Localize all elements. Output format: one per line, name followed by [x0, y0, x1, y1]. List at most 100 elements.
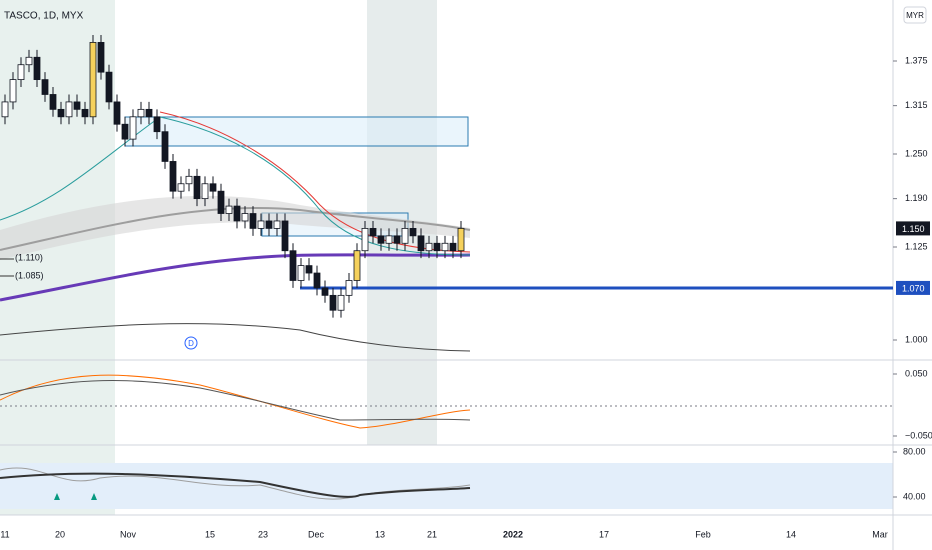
candle-body: [33, 56, 41, 80]
candle-body: [329, 294, 337, 311]
ma-cloud: [0, 195, 470, 260]
time-label: 15: [205, 529, 215, 539]
ma-purple: [0, 253, 471, 302]
rsi-band: [0, 463, 893, 509]
candle-body: [345, 280, 353, 296]
time-label: Feb: [695, 529, 711, 539]
time-label: 14: [786, 529, 796, 539]
price-badge: [896, 221, 930, 236]
level-label: (1.085): [15, 270, 44, 280]
candle-body: [145, 108, 153, 118]
candle-body: [313, 272, 321, 289]
candle-body: [369, 227, 377, 237]
candle-body: [193, 175, 201, 200]
macd-tick-label: −0.050: [905, 430, 932, 440]
candle-body: [105, 71, 113, 103]
candle-body: [393, 235, 401, 244]
candle-body: [49, 94, 57, 110]
candle-body: [409, 227, 417, 237]
price-tick-label: 1.000: [905, 334, 928, 344]
candle-body: [121, 123, 129, 140]
candle-body: [9, 79, 17, 103]
ma-grey: [0, 206, 471, 251]
dividend-label[interactable]: D: [188, 339, 194, 348]
price-tick-label: 1.375: [905, 55, 928, 65]
candle-body: [265, 220, 273, 229]
candle-body: [297, 265, 305, 281]
candle-body: [89, 42, 97, 118]
time-label: Dec: [308, 529, 325, 539]
currency-label[interactable]: MYR: [906, 11, 924, 20]
time-label: 20: [55, 529, 65, 539]
candle-body: [273, 220, 281, 229]
candle-body: [241, 213, 249, 222]
candle-body: [81, 108, 89, 118]
price-badge: [896, 280, 930, 295]
time-label: 13: [375, 529, 385, 539]
candle-body: [257, 220, 265, 229]
candle-body: [433, 242, 441, 252]
candle-body: [305, 265, 313, 274]
time-label: Nov: [120, 529, 137, 539]
time-label: 2022: [503, 529, 523, 539]
candle-body: [97, 42, 105, 73]
rsi-line: [0, 467, 471, 500]
candle-body: [233, 205, 241, 222]
candle-body: [153, 116, 161, 133]
candle-body: [385, 235, 393, 244]
signal-marker: [54, 493, 60, 500]
candle-body: [417, 235, 425, 252]
candle-body: [249, 213, 257, 229]
price-tick-label: 1.190: [905, 193, 928, 203]
candle-body: [209, 183, 217, 192]
candle-body: [321, 287, 329, 296]
candle-body: [289, 250, 297, 281]
price-tick-label: 1.250: [905, 148, 928, 158]
candle-body: [1, 101, 9, 118]
candle-body: [25, 56, 33, 66]
price-badge-label: 1.070: [902, 283, 925, 293]
candle-body: [441, 242, 449, 252]
candle-body: [281, 220, 289, 252]
price-badge-label: 1.150: [902, 224, 925, 234]
time-label: 17: [599, 529, 609, 539]
candle-body: [377, 235, 385, 244]
candle-body: [65, 101, 73, 118]
macd-line: [0, 380, 471, 421]
candle-body: [161, 131, 169, 162]
candle-body: [177, 183, 185, 192]
candle-body: [41, 79, 49, 95]
rsi-ma: [0, 472, 471, 498]
ma-red: [159, 111, 471, 253]
currency-badge[interactable]: [903, 6, 927, 24]
candle-body: [361, 227, 369, 252]
time-label: Mar: [872, 529, 888, 539]
candle-body: [457, 227, 465, 252]
candle-body: [185, 175, 193, 185]
rsi-tick-label: 40.00: [903, 491, 926, 501]
volume-ma: [0, 323, 471, 352]
candle-body: [113, 101, 121, 125]
candle-body: [217, 190, 225, 214]
candle-body: [425, 242, 433, 252]
macd-tick-label: 0.050: [905, 368, 928, 378]
time-label: 11: [0, 529, 9, 539]
time-label: 21: [427, 529, 437, 539]
dividend-badge[interactable]: [184, 336, 198, 350]
price-tick-label: 1.315: [905, 100, 928, 110]
candle-body: [17, 64, 25, 81]
rsi-tick-label: 80.00: [903, 446, 926, 456]
ma-teal: [0, 116, 471, 256]
candle-body: [169, 161, 177, 192]
candle-body: [129, 116, 137, 140]
candle-body: [353, 250, 361, 281]
candle-body: [225, 205, 233, 214]
candle-body: [401, 227, 409, 244]
candle-body: [137, 108, 145, 118]
candle-body: [449, 242, 457, 252]
candle-body: [201, 183, 209, 200]
symbol-title: TASCO, 1D, MYX: [4, 11, 84, 22]
candle-body: [73, 101, 81, 110]
